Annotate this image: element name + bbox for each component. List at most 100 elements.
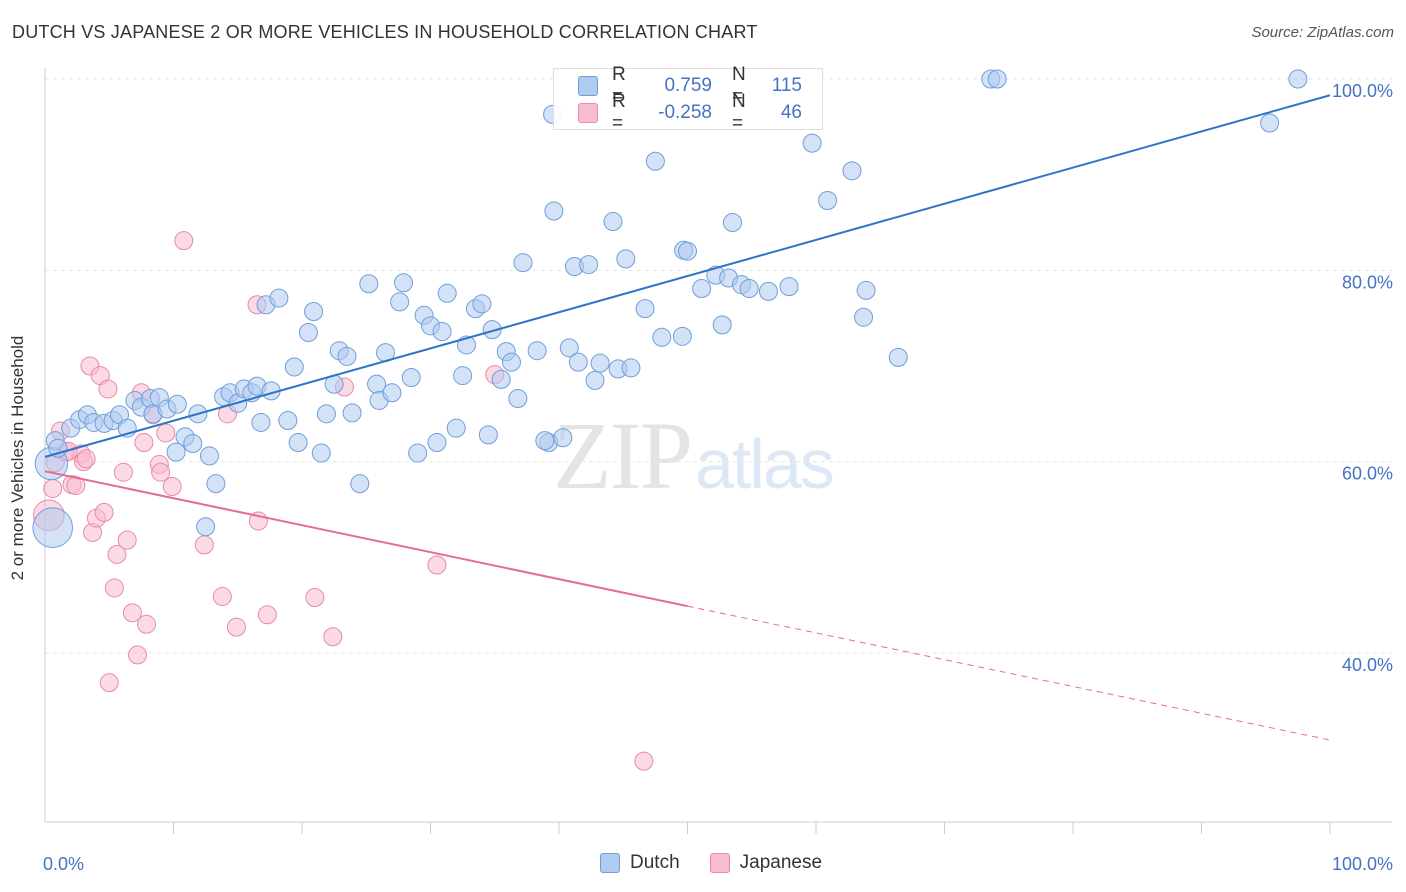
dutch-point: [585, 370, 605, 390]
y-tick-label: 40.0%: [1342, 655, 1393, 675]
legend-item-dutch[interactable]: Dutch: [600, 852, 680, 874]
dutch-point: [779, 277, 799, 297]
dutch-point: [527, 341, 547, 361]
dutch-point: [382, 383, 402, 403]
dutch-point: [544, 201, 564, 221]
dutch-point: [304, 301, 324, 321]
dutch-point: [390, 292, 410, 312]
dutch-point: [856, 280, 876, 300]
dutch-point: [408, 443, 428, 463]
dutch-point: [692, 279, 712, 299]
dutch-point: [394, 273, 414, 293]
dutch-point: [842, 161, 862, 181]
japanese-point: [162, 477, 182, 497]
dutch-point: [678, 241, 697, 261]
dutch-point: [284, 357, 304, 377]
dutch-legend-swatch: [600, 853, 620, 873]
dutch-point: [635, 299, 655, 319]
y-tick-label: 100.0%: [1332, 81, 1393, 101]
japanese-point: [427, 555, 447, 575]
japanese-point: [94, 502, 114, 522]
dutch-point: [579, 255, 599, 275]
legend-row-dutch: R = 0.759 N = 115: [578, 64, 802, 107]
japanese-point: [323, 627, 343, 647]
x-tick-label: 0.0%: [43, 854, 84, 874]
japanese-point: [226, 617, 246, 637]
dutch-swatch: [578, 76, 598, 96]
dutch-point: [603, 212, 623, 232]
dutch-point: [269, 288, 289, 308]
dutch-point: [1288, 69, 1308, 89]
dutch-point: [712, 315, 732, 335]
japanese-point: [43, 478, 63, 498]
dutch-point: [553, 428, 573, 448]
dutch-point: [501, 352, 521, 372]
japanese-point: [212, 587, 232, 607]
legend-n-value-japanese: 46: [780, 102, 802, 123]
dutch-point: [278, 411, 298, 431]
dutch-point: [508, 389, 528, 409]
dutch-point: [987, 69, 1007, 89]
japanese-point: [113, 462, 133, 482]
legend-n-label: N =: [732, 64, 746, 107]
dutch-point: [437, 283, 457, 303]
dutch-point: [350, 474, 370, 494]
dutch-point: [854, 307, 874, 327]
dutch-point: [802, 133, 822, 153]
japanese-point: [257, 605, 277, 625]
chart-title: DUTCH VS JAPANESE 2 OR MORE VEHICLES IN …: [12, 22, 758, 42]
legend-r-label: R =: [612, 91, 626, 134]
dutch-point: [482, 320, 502, 340]
dutch-trend-line: [44, 94, 1331, 458]
dutch-point: [199, 446, 219, 466]
dutch-point: [446, 418, 466, 438]
japanese-point: [174, 231, 194, 251]
dutch-point: [472, 294, 492, 314]
dutch-point: [206, 474, 226, 494]
dutch-point: [288, 433, 308, 453]
y-axis-label: 2 or more Vehicles in Household: [8, 335, 27, 581]
japanese-point: [137, 614, 157, 634]
watermark-atlas: atlas: [695, 425, 835, 503]
japanese-legend-swatch: [709, 853, 730, 873]
japanese-point: [156, 423, 176, 443]
legend-n-label: N =: [732, 91, 746, 134]
dutch-point: [478, 425, 498, 445]
dutch-point: [616, 249, 636, 269]
dutch-point: [32, 507, 74, 548]
x-tick-label: 100.0%: [1332, 854, 1393, 874]
dutch-point: [342, 403, 362, 423]
dutch-point: [672, 326, 692, 346]
dutch-point: [401, 367, 421, 387]
dutch-point: [645, 151, 665, 171]
dutch-point: [621, 358, 641, 378]
dutch-point: [251, 412, 271, 432]
dutch-point: [166, 442, 186, 462]
legend-item-japanese[interactable]: Japanese: [709, 852, 822, 874]
japanese-point: [76, 449, 96, 469]
dutch-point: [758, 281, 778, 301]
dutch-point: [316, 404, 336, 424]
japanese-point: [128, 645, 148, 665]
japanese-point: [66, 476, 86, 496]
dutch-point: [427, 433, 447, 453]
dutch-point: [559, 338, 579, 358]
japanese-point: [99, 673, 119, 693]
legend-row-japanese: R = -0.258 N = 46: [578, 91, 802, 134]
dutch-point: [491, 369, 511, 389]
japanese-point: [104, 578, 124, 598]
dutch-point: [453, 366, 473, 386]
watermark: ZIPatlas: [553, 400, 835, 511]
dutch-point: [167, 394, 187, 414]
japanese-point: [151, 462, 171, 482]
japanese-point: [634, 751, 654, 771]
dutch-point: [590, 353, 610, 373]
japanese-point: [98, 379, 118, 399]
dutch-point: [432, 322, 452, 342]
japanese-trend-line: [44, 470, 688, 608]
source-label: Source: ZipAtlas.com: [1251, 24, 1394, 41]
dutch-point: [359, 274, 379, 294]
japanese-point: [134, 433, 154, 453]
watermark-zip: ZIP: [553, 402, 693, 509]
